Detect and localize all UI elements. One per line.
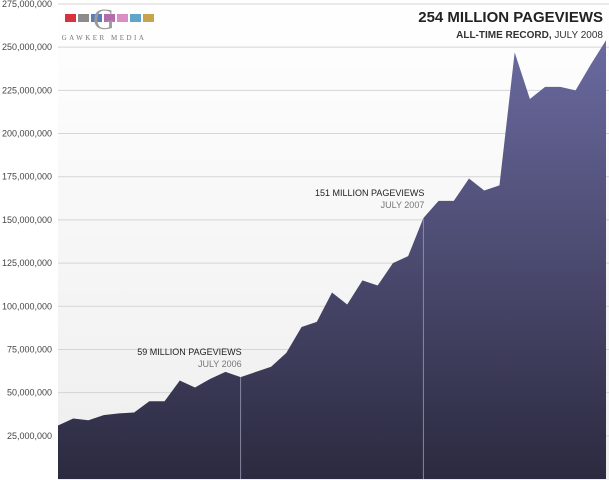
chart-subtitle-rest: JULY 2008 <box>552 30 604 41</box>
chart-subtitle-strong: ALL-TIME RECORD, <box>456 30 552 41</box>
data-point <box>437 199 440 202</box>
logo-brand-text: GAWKER MEDIA <box>62 34 147 42</box>
y-tick-label: 275,000,000 <box>2 0 52 9</box>
y-tick-label: 150,000,000 <box>2 215 52 225</box>
data-point <box>178 379 181 382</box>
data-point <box>483 189 486 192</box>
data-point <box>346 303 349 306</box>
logo-color-block <box>78 14 89 22</box>
annotation-label: 151 MILLION PAGEVIEWS <box>315 188 424 198</box>
data-point <box>209 377 212 380</box>
y-tick-label: 50,000,000 <box>7 388 52 398</box>
data-point <box>407 255 410 258</box>
data-point <box>148 400 151 403</box>
y-tick-label: 200,000,000 <box>2 129 52 139</box>
logo-color-block <box>91 14 102 22</box>
y-tick-label: 25,000,000 <box>7 431 52 441</box>
data-point <box>194 386 197 389</box>
data-point <box>285 351 288 354</box>
logo-color-block <box>143 14 154 22</box>
data-point <box>315 320 318 323</box>
data-point <box>513 51 516 54</box>
chart-title: 254 MILLION PAGEVIEWS <box>418 9 603 26</box>
data-point <box>133 411 136 414</box>
data-point <box>589 63 592 66</box>
data-point <box>574 89 577 92</box>
data-point <box>331 291 334 294</box>
data-point <box>102 414 105 417</box>
data-point <box>498 184 501 187</box>
data-point <box>163 400 166 403</box>
data-point <box>452 199 455 202</box>
data-point <box>57 424 60 427</box>
y-tick-label: 250,000,000 <box>2 42 52 52</box>
logo-color-block <box>104 14 115 22</box>
logo-color-block <box>130 14 141 22</box>
data-point <box>468 177 471 180</box>
y-axis-ticks: 25,000,000 50,000,000 75,000,000 100,000,00… <box>2 0 52 441</box>
y-tick-label: 75,000,000 <box>7 344 52 354</box>
area-series <box>57 39 608 480</box>
logo-color-block <box>65 14 76 22</box>
pageviews-area <box>58 40 606 480</box>
data-point <box>361 279 364 282</box>
year-separators <box>240 218 424 479</box>
data-point <box>300 326 303 329</box>
annotation-date: JULY 2007 <box>381 200 425 210</box>
data-point <box>605 39 608 42</box>
data-point <box>544 85 547 88</box>
logo-color-block <box>117 14 128 22</box>
annotation-label: 59 MILLION PAGEVIEWS <box>137 347 241 357</box>
logo-color-blocks <box>65 14 154 22</box>
annotations: 59 MILLION PAGEVIEWS JULY 2006 151 MILLION… <box>137 188 424 369</box>
data-point <box>559 85 562 88</box>
data-point <box>72 417 75 420</box>
data-point <box>270 365 273 368</box>
chart-subtitle: ALL-TIME RECORD, JULY 2008 <box>456 30 603 41</box>
data-point <box>391 262 394 265</box>
y-tick-label: 225,000,000 <box>2 85 52 95</box>
y-tick-label: 125,000,000 <box>2 258 52 268</box>
data-point <box>376 284 379 287</box>
data-point <box>528 98 531 101</box>
data-point <box>117 412 120 415</box>
data-point <box>254 370 257 373</box>
data-point <box>224 370 227 373</box>
logo-monogram: G <box>93 3 115 36</box>
data-point <box>87 419 90 422</box>
y-tick-label: 175,000,000 <box>2 172 52 182</box>
y-tick-label: 100,000,000 <box>2 301 52 311</box>
gawker-media-logo: G GAWKER MEDIA <box>62 3 154 42</box>
annotation-date: JULY 2006 <box>198 359 242 369</box>
